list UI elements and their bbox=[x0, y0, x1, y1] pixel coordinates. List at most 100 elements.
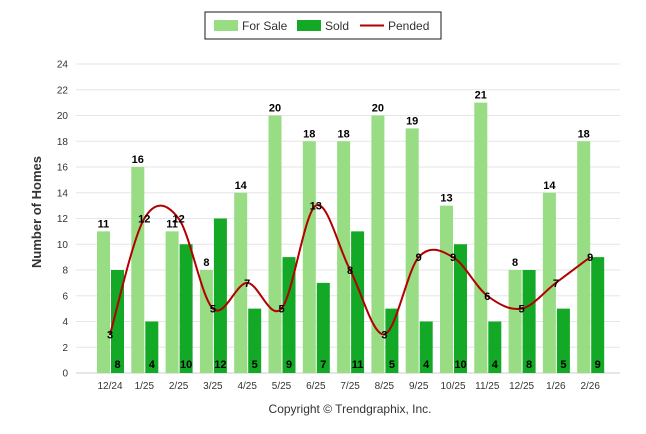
bar-sold bbox=[454, 244, 467, 373]
bar-sold bbox=[316, 282, 330, 373]
data-label-sold: 5 bbox=[252, 359, 258, 371]
data-label-for-sale: 13 bbox=[440, 193, 452, 205]
x-tick-label: 12/24 bbox=[97, 381, 122, 392]
data-label-pended: 7 bbox=[553, 278, 559, 290]
data-label-sold: 8 bbox=[526, 359, 532, 371]
y-tick-label: 16 bbox=[57, 163, 69, 174]
x-tick-label: 4/25 bbox=[237, 381, 257, 392]
data-label-sold: 11 bbox=[352, 359, 364, 371]
data-label-sold: 9 bbox=[286, 359, 292, 371]
bar-for-sale bbox=[268, 115, 282, 373]
x-tick-label: 5/25 bbox=[272, 381, 292, 392]
x-tick-label: 2/25 bbox=[169, 381, 189, 392]
data-label-for-sale: 18 bbox=[578, 128, 590, 140]
data-label-sold: 8 bbox=[114, 359, 120, 371]
data-label-for-sale: 20 bbox=[372, 103, 384, 115]
bar-sold bbox=[488, 321, 502, 373]
data-label-for-sale: 8 bbox=[512, 257, 518, 269]
data-label-pended: 9 bbox=[416, 252, 422, 264]
bar-for-sale bbox=[131, 167, 145, 373]
x-tick-label: 12/25 bbox=[509, 381, 534, 392]
data-label-for-sale: 11 bbox=[98, 218, 110, 230]
y-tick-label: 10 bbox=[57, 240, 69, 251]
bars bbox=[97, 102, 605, 373]
x-tick-label: 9/25 bbox=[409, 381, 429, 392]
y-tick-label: 14 bbox=[57, 188, 69, 199]
data-label-sold: 10 bbox=[180, 359, 192, 371]
bar-sold bbox=[419, 321, 433, 373]
x-tick-label: 1/25 bbox=[135, 381, 155, 392]
data-label-pended: 12 bbox=[138, 214, 150, 226]
bar-for-sale bbox=[474, 102, 488, 373]
data-label-pended: 13 bbox=[310, 201, 322, 213]
y-tick-label: 12 bbox=[57, 214, 69, 225]
bar-for-sale bbox=[508, 270, 522, 373]
bar-sold bbox=[591, 257, 605, 373]
data-label-for-sale: 18 bbox=[337, 128, 349, 140]
data-label-pended: 3 bbox=[107, 329, 113, 341]
y-tick-label: 6 bbox=[62, 291, 68, 302]
legend-swatch-sold bbox=[297, 20, 321, 31]
y-tick-label: 4 bbox=[62, 317, 68, 328]
data-label-pended: 5 bbox=[210, 304, 216, 316]
y-tick-label: 0 bbox=[62, 369, 68, 380]
bar-sold bbox=[351, 231, 365, 373]
bar-sold bbox=[522, 270, 536, 373]
data-label-pended: 9 bbox=[450, 252, 456, 264]
bar-for-sale bbox=[165, 231, 179, 373]
data-label-for-sale: 14 bbox=[235, 180, 248, 192]
y-tick-label: 24 bbox=[57, 60, 69, 71]
data-label-pended: 5 bbox=[519, 304, 525, 316]
bar-for-sale bbox=[199, 270, 213, 373]
data-label-sold: 10 bbox=[454, 359, 466, 371]
bar-sold bbox=[282, 257, 296, 373]
data-label-for-sale: 20 bbox=[269, 103, 281, 115]
data-label-sold: 5 bbox=[560, 359, 566, 371]
x-tick-label: 1/26 bbox=[546, 381, 566, 392]
y-tick-label: 8 bbox=[62, 266, 68, 277]
bar-for-sale bbox=[371, 115, 385, 373]
data-label-sold: 4 bbox=[423, 359, 430, 371]
legend-label-pended: Pended bbox=[388, 19, 429, 33]
x-tick-label: 8/25 bbox=[375, 381, 395, 392]
x-tick-label: 3/25 bbox=[203, 381, 223, 392]
data-label-for-sale: 16 bbox=[132, 154, 144, 166]
data-label-pended: 3 bbox=[381, 329, 387, 341]
legend-label-for-sale: For Sale bbox=[242, 19, 288, 33]
bar-for-sale bbox=[577, 141, 591, 373]
bar-for-sale bbox=[542, 192, 556, 373]
data-label-sold: 5 bbox=[389, 359, 395, 371]
bar-sold bbox=[179, 244, 193, 373]
bar-sold bbox=[385, 308, 399, 373]
copyright-text: Copyright © Trendgraphix, Inc. bbox=[269, 402, 432, 416]
bar-sold bbox=[556, 308, 570, 373]
data-label-sold: 4 bbox=[492, 359, 499, 371]
data-label-for-sale: 21 bbox=[475, 90, 487, 102]
data-label-for-sale: 18 bbox=[303, 128, 315, 140]
y-tick-label: 20 bbox=[57, 111, 69, 122]
pended-line-group bbox=[109, 204, 591, 336]
bar-sold bbox=[248, 308, 262, 373]
x-tick-label: 11/25 bbox=[475, 381, 500, 392]
y-tick-label: 2 bbox=[62, 343, 68, 354]
legend-box bbox=[204, 11, 442, 40]
x-tick-label: 2/26 bbox=[580, 381, 600, 392]
data-label-for-sale: 14 bbox=[543, 180, 556, 192]
x-tick-label: 7/25 bbox=[340, 381, 360, 392]
bar-sold bbox=[145, 321, 159, 373]
data-label-sold: 7 bbox=[320, 359, 326, 371]
bar-for-sale bbox=[97, 231, 110, 373]
x-tick-label: 6/25 bbox=[306, 381, 326, 392]
legend-label-sold: Sold bbox=[325, 19, 349, 33]
data-label-for-sale: 11 bbox=[166, 218, 178, 230]
legend-swatch-for-sale bbox=[214, 20, 238, 31]
data-label-sold: 9 bbox=[595, 359, 601, 371]
data-label-sold: 12 bbox=[214, 359, 226, 371]
data-label-for-sale: 19 bbox=[406, 115, 418, 127]
bar-for-sale bbox=[234, 192, 248, 373]
data-label-pended: 5 bbox=[278, 304, 284, 316]
data-label-pended: 12 bbox=[172, 214, 184, 226]
bar-for-sale bbox=[440, 205, 453, 373]
bar-for-sale bbox=[405, 128, 419, 373]
